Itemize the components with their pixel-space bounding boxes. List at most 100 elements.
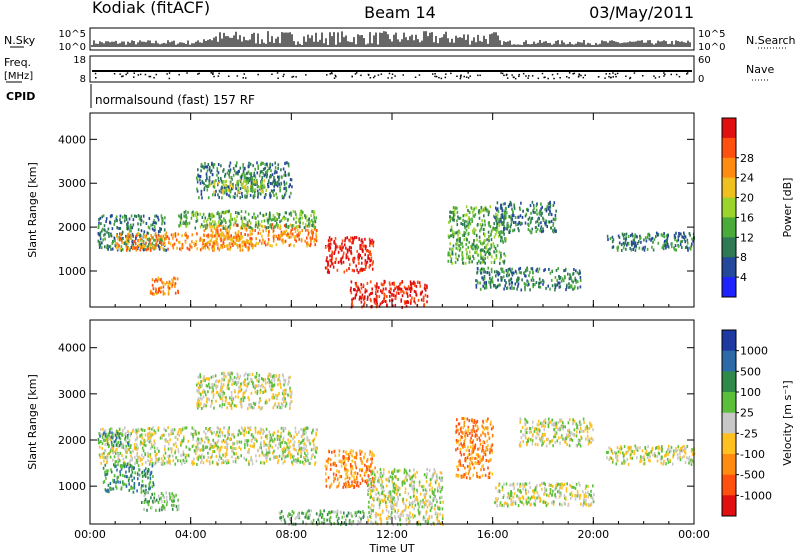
range-time-cell bbox=[175, 445, 178, 449]
range-time-cell bbox=[495, 215, 498, 219]
range-time-cell bbox=[345, 468, 348, 472]
range-time-cell bbox=[472, 209, 475, 213]
range-time-cell bbox=[163, 427, 166, 431]
range-time-cell bbox=[227, 225, 230, 229]
range-time-cell bbox=[226, 453, 228, 457]
range-time-cell bbox=[297, 457, 299, 461]
range-time-cell bbox=[207, 455, 210, 459]
range-time-cell bbox=[206, 217, 209, 221]
range-time-cell bbox=[185, 453, 187, 457]
range-time-cell bbox=[279, 445, 282, 448]
range-time-cell bbox=[287, 393, 289, 397]
range-time-cell bbox=[275, 192, 277, 196]
range-time-cell bbox=[289, 178, 292, 181]
range-time-cell bbox=[128, 460, 131, 464]
nsky-tick-bottom: 10^0 bbox=[59, 42, 86, 53]
range-time-cell bbox=[138, 483, 140, 486]
range-time-cell bbox=[225, 396, 227, 400]
range-time-cell bbox=[463, 238, 465, 242]
range-time-cell bbox=[287, 451, 290, 455]
range-time-cell bbox=[100, 246, 103, 250]
range-time-cell bbox=[288, 380, 290, 383]
range-time-cell bbox=[348, 267, 350, 271]
range-time-cell bbox=[154, 232, 157, 236]
range-time-cell bbox=[224, 180, 226, 184]
range-time-cell bbox=[116, 226, 118, 230]
range-time-cell bbox=[307, 458, 309, 462]
range-time-cell bbox=[196, 437, 199, 441]
range-time-cell bbox=[196, 463, 198, 466]
range-time-cell bbox=[622, 234, 625, 238]
range-time-cell bbox=[490, 270, 493, 274]
range-time-cell bbox=[246, 443, 249, 447]
range-time-cell bbox=[366, 249, 369, 253]
range-time-cell bbox=[101, 229, 103, 233]
range-time-cell bbox=[647, 233, 649, 237]
range-time-cell bbox=[133, 486, 136, 490]
range-time-cell bbox=[200, 192, 203, 196]
range-time-cell bbox=[239, 432, 242, 436]
range-time-cell bbox=[108, 245, 110, 249]
range-time-cell bbox=[193, 461, 195, 465]
range-time-cell bbox=[487, 221, 490, 225]
range-time-cell bbox=[255, 241, 258, 245]
range-time-cell bbox=[215, 443, 217, 447]
range-time-cell bbox=[267, 237, 270, 241]
range-time-cell bbox=[676, 239, 678, 243]
range-time-cell bbox=[243, 243, 246, 247]
range-time-cell bbox=[228, 428, 230, 432]
range-time-cell bbox=[290, 400, 293, 404]
range-time-cell bbox=[401, 280, 403, 284]
range-time-cell bbox=[157, 230, 160, 234]
range-time-cell bbox=[240, 182, 243, 186]
range-time-cell bbox=[167, 290, 170, 293]
range-time-cell bbox=[251, 380, 253, 384]
range-time-cell bbox=[349, 263, 351, 267]
range-time-cell bbox=[529, 229, 531, 233]
range-time-cell bbox=[136, 437, 138, 441]
range-time-cell bbox=[141, 246, 144, 250]
range-time-cell bbox=[235, 452, 238, 456]
range-time-cell bbox=[204, 436, 207, 440]
range-time-cell bbox=[361, 461, 364, 465]
range-time-cell bbox=[234, 395, 237, 399]
range-time-cell bbox=[606, 234, 609, 238]
range-time-cell bbox=[258, 174, 261, 178]
range-time-cell bbox=[475, 283, 478, 287]
range-time-cell bbox=[248, 161, 250, 165]
range-time-cell bbox=[368, 465, 371, 469]
range-time-cell bbox=[206, 225, 209, 229]
range-time-cell bbox=[256, 439, 258, 443]
range-time-cell bbox=[168, 454, 171, 458]
range-time-cell bbox=[479, 210, 482, 214]
range-time-cell bbox=[277, 378, 279, 382]
range-time-cell bbox=[496, 271, 499, 275]
range-time-cell bbox=[302, 438, 304, 442]
range-time-cell bbox=[144, 460, 147, 464]
range-time-cell bbox=[177, 430, 180, 434]
range-time-cell bbox=[196, 448, 198, 452]
range-time-cell bbox=[164, 292, 166, 296]
range-time-cell bbox=[283, 394, 285, 398]
range-time-cell bbox=[233, 435, 235, 439]
range-time-cell bbox=[281, 397, 284, 401]
range-time-cell bbox=[215, 189, 217, 193]
range-time-cell bbox=[155, 498, 158, 502]
range-time-cell bbox=[188, 248, 191, 252]
range-time-cell bbox=[275, 396, 278, 400]
range-time-cell bbox=[351, 236, 354, 240]
range-time-cell bbox=[352, 520, 355, 523]
range-time-cell bbox=[482, 208, 485, 212]
range-time-cell bbox=[265, 456, 267, 459]
range-time-cell bbox=[178, 427, 181, 431]
range-time-cell bbox=[168, 241, 170, 245]
range-time-cell bbox=[310, 520, 313, 524]
range-time-cell bbox=[165, 491, 167, 495]
range-time-cell bbox=[353, 476, 355, 479]
range-time-cell bbox=[216, 169, 219, 173]
range-time-cell bbox=[107, 432, 110, 436]
range-time-cell bbox=[288, 512, 290, 516]
range-time-cell bbox=[626, 243, 628, 247]
range-time-cell bbox=[406, 300, 408, 304]
